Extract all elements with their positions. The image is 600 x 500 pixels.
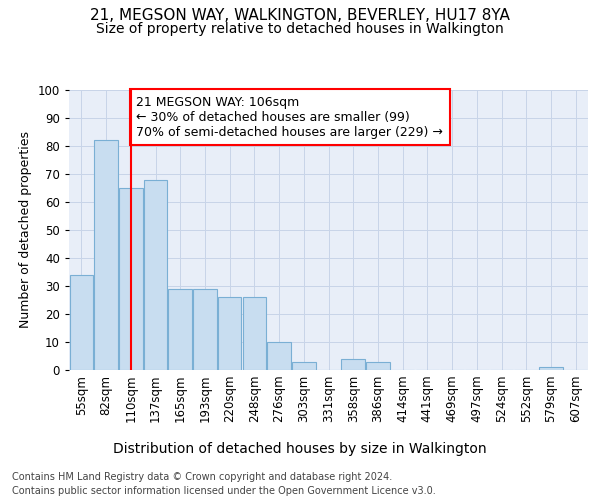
Text: Size of property relative to detached houses in Walkington: Size of property relative to detached ho…: [96, 22, 504, 36]
Text: Contains public sector information licensed under the Open Government Licence v3: Contains public sector information licen…: [12, 486, 436, 496]
Bar: [169, 289, 192, 370]
Bar: [292, 362, 316, 370]
Bar: [144, 180, 167, 370]
Text: 21 MEGSON WAY: 106sqm
← 30% of detached houses are smaller (99)
70% of semi-deta: 21 MEGSON WAY: 106sqm ← 30% of detached …: [136, 96, 443, 138]
Text: Distribution of detached houses by size in Walkington: Distribution of detached houses by size …: [113, 442, 487, 456]
Bar: [193, 289, 217, 370]
Text: 21, MEGSON WAY, WALKINGTON, BEVERLEY, HU17 8YA: 21, MEGSON WAY, WALKINGTON, BEVERLEY, HU…: [90, 8, 510, 22]
Bar: [70, 275, 93, 370]
Y-axis label: Number of detached properties: Number of detached properties: [19, 132, 32, 328]
Bar: [366, 362, 389, 370]
Bar: [539, 367, 563, 370]
Bar: [268, 342, 291, 370]
Bar: [119, 188, 143, 370]
Bar: [242, 297, 266, 370]
Text: Contains HM Land Registry data © Crown copyright and database right 2024.: Contains HM Land Registry data © Crown c…: [12, 472, 392, 482]
Bar: [218, 297, 241, 370]
Bar: [94, 140, 118, 370]
Bar: [341, 359, 365, 370]
